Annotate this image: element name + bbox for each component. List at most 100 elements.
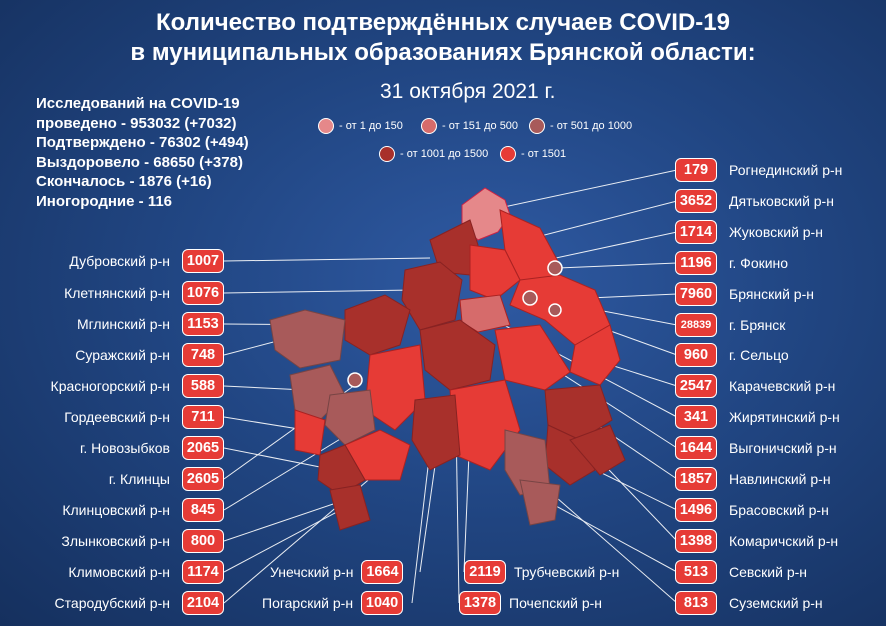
leader-line — [223, 289, 416, 294]
stats-block: Исследований на COVID-19 проведено - 953… — [36, 94, 249, 211]
region-zhiryatino — [459, 294, 511, 333]
count-badge: 2065 — [182, 436, 224, 460]
count-badge: 1196 — [675, 251, 717, 275]
count-badge: 513 — [675, 560, 717, 584]
region-zhukovka — [469, 244, 521, 301]
district-row: 1857 Навлинский р-н — [675, 466, 831, 492]
district-row: Стародубский р-н 2104 — [0, 590, 224, 616]
leader-line — [524, 200, 678, 241]
leader-line — [223, 257, 431, 262]
city-markers — [347, 260, 563, 388]
count-badge: 960 — [675, 343, 717, 367]
legend-dot — [529, 118, 545, 134]
district-row: 1196 г. Фокино — [675, 250, 788, 276]
district-row: 28839 г. Брянск — [675, 312, 785, 338]
count-badge: 748 — [182, 343, 224, 367]
leader-line — [557, 262, 678, 269]
region-pogar — [411, 394, 461, 471]
count-badge: 2605 — [182, 467, 224, 491]
stats-line: Иногородние - 116 — [36, 192, 173, 210]
count-badge: 2119 — [464, 560, 506, 584]
count-badge: 711 — [182, 405, 224, 429]
district-row: Клинцовский р-н 845 — [0, 497, 224, 523]
district-row: Гордеевский р-н 711 — [0, 404, 224, 430]
legend-dot — [500, 146, 516, 162]
district-row: 813 Суземский р-н — [675, 590, 823, 616]
stats-line: проведено - 953032 (+7032) — [36, 114, 237, 132]
count-badge: 2104 — [182, 591, 224, 615]
legend-item: - от 1 до 150 — [318, 118, 403, 134]
count-badge: 1664 — [361, 560, 404, 584]
district-row: 7960 Брянский р-н — [675, 281, 814, 307]
district-row-trubchevsk: 2119 Трубчевский р-н — [464, 559, 619, 585]
count-badge: 1496 — [675, 498, 717, 522]
count-badge: 1644 — [675, 436, 717, 460]
legend-item: - от 151 до 500 — [421, 118, 518, 134]
region-vygonichi — [494, 324, 571, 391]
district-row: 3652 Дятьковский р-н — [675, 188, 834, 214]
count-badge: 1378 — [459, 591, 501, 615]
district-row: Суражский р-н 748 — [0, 342, 224, 368]
region-sevsk — [519, 479, 561, 526]
region-klintsy — [324, 389, 376, 446]
region-surazh — [269, 309, 346, 369]
leader-line — [223, 385, 306, 391]
stats-line: Выздоровело - 68650 (+378) — [36, 153, 243, 171]
region-klimovo — [329, 484, 371, 531]
region-kletnya — [401, 261, 463, 331]
count-badge: 1714 — [675, 220, 717, 244]
bryansk-marker — [522, 290, 538, 306]
region-pochep — [419, 319, 496, 391]
stats-line: Скончалось - 1876 (+16) — [36, 173, 212, 190]
legend-dot — [421, 118, 437, 134]
district-row: 2547 Карачевский р-н — [675, 373, 835, 399]
count-badge: 1007 — [182, 249, 224, 273]
count-badge: 845 — [182, 498, 224, 522]
region-shapes — [269, 187, 626, 531]
leader-line — [411, 449, 431, 604]
leader-line — [223, 447, 336, 471]
title-line-1: Количество подтверждённых случаев COVID-… — [156, 9, 730, 36]
district-row: Клетнянский р-н 1076 — [0, 280, 224, 306]
count-badge: 813 — [675, 591, 717, 615]
district-row: 960 г. Сельцо — [675, 342, 789, 368]
region-mglin — [344, 294, 411, 356]
title-line-2: в муниципальных образованиях Брянской об… — [130, 39, 756, 66]
district-row-pochep: 1378 Почепский р-н — [459, 590, 602, 616]
count-badge: 28839 — [675, 313, 717, 337]
selco-marker — [548, 303, 562, 317]
count-badge: 1153 — [182, 312, 224, 336]
stats-line: Исследований на COVID-19 — [36, 95, 240, 112]
count-badge: 3652 — [675, 189, 717, 213]
count-badge: 1174 — [182, 560, 224, 584]
legend-item: - от 501 до 1000 — [529, 118, 632, 134]
legend-item: - от 1501 — [500, 146, 566, 162]
leader-line — [223, 429, 356, 511]
district-row: г. Новозыбков 2065 — [0, 435, 224, 461]
leader-line — [489, 169, 678, 211]
leader-line — [223, 499, 346, 542]
legend-dot — [379, 146, 395, 162]
region-karachev — [569, 324, 621, 386]
district-row: Климовский р-н 1174 — [0, 559, 224, 585]
count-badge: 1076 — [182, 281, 224, 305]
count-badge: 7960 — [675, 282, 717, 306]
count-badge: 588 — [182, 374, 224, 398]
district-row-unecha: Унечский р-н 1664 — [270, 559, 404, 585]
date-label: 31 октября 2021 г. — [380, 80, 556, 103]
stats-line: Подтверждено - 76302 (+494) — [36, 134, 249, 151]
region-komarichi — [569, 424, 626, 476]
count-badge: 179 — [675, 158, 717, 182]
klintsy-marker — [347, 372, 363, 388]
district-row: Дубровский р-н 1007 — [0, 248, 224, 274]
legend-item: - от 1001 до 1500 — [379, 146, 488, 162]
leader-line — [223, 416, 306, 431]
district-row: Злынковский р-н 800 — [0, 528, 224, 554]
district-row: г. Клинцы 2605 — [0, 466, 224, 492]
count-badge: 2547 — [675, 374, 717, 398]
leader-line — [223, 504, 351, 573]
count-badge: 1857 — [675, 467, 717, 491]
district-row: Мглинский р-н 1153 — [0, 311, 224, 337]
district-row: 1398 Комаричский р-н — [675, 528, 838, 554]
district-row: 341 Жирятинский р-н — [675, 404, 840, 430]
